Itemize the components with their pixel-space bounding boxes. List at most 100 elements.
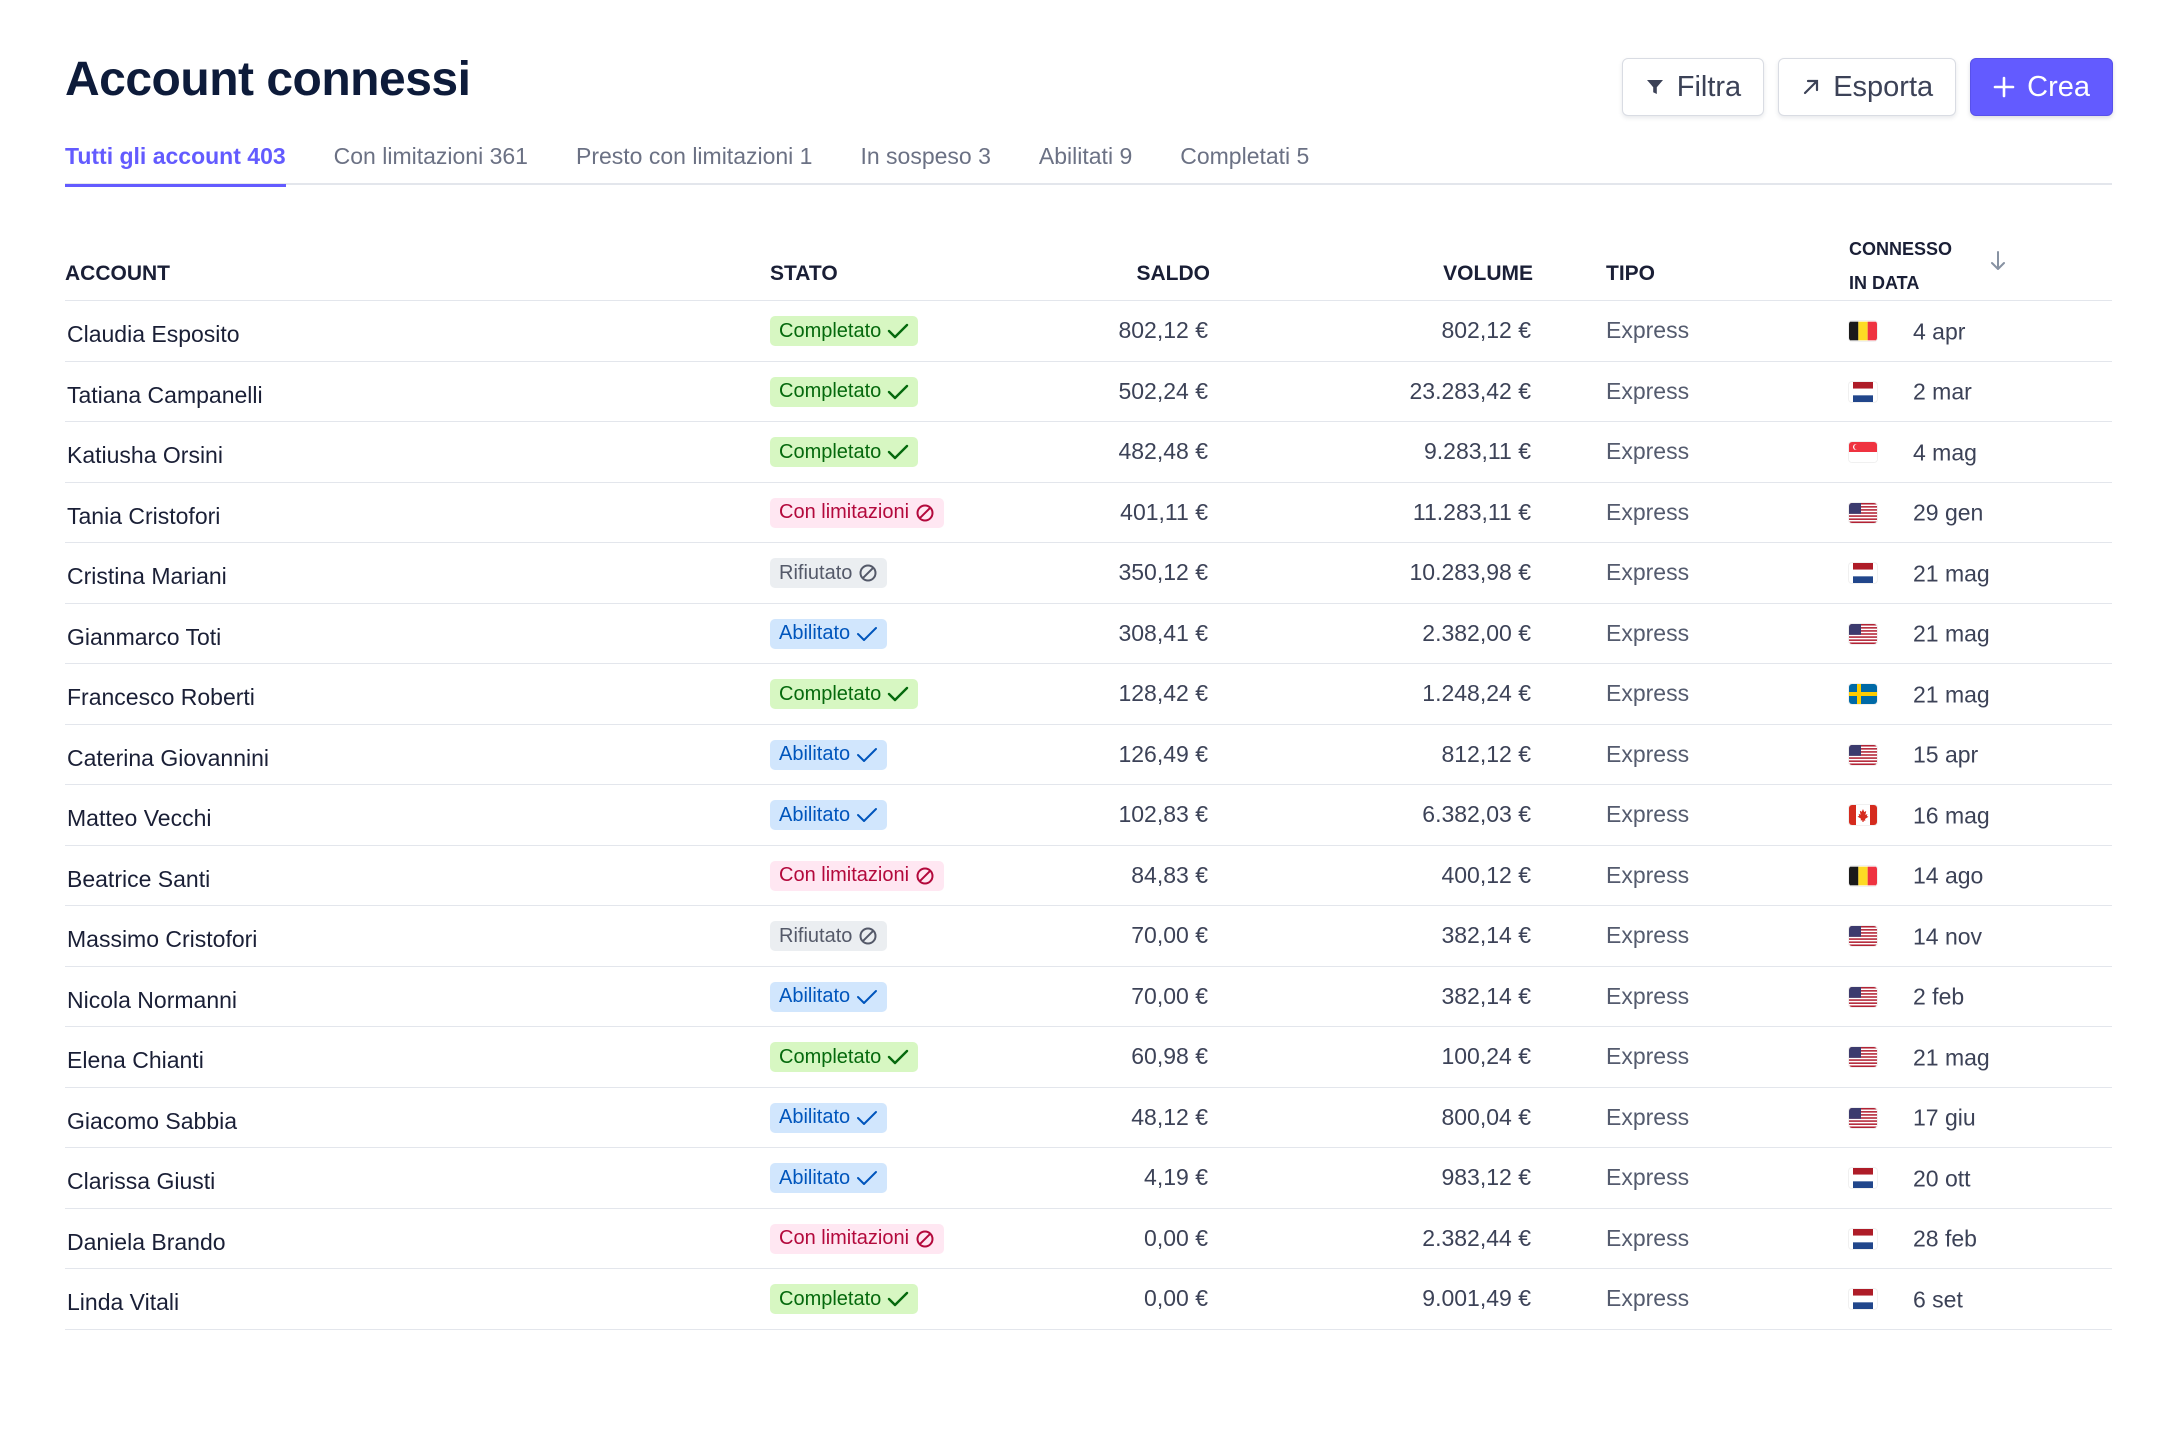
column-header-tipo[interactable]: TIPO: [1533, 230, 1818, 301]
tab-3[interactable]: In sospeso 3: [860, 143, 991, 169]
account-name[interactable]: Francesco Roberti: [65, 663, 770, 725]
status-cell: Abilitato: [770, 603, 945, 664]
blocked-icon: [915, 1229, 935, 1249]
tipo-cell: Express: [1533, 663, 1818, 725]
table-row[interactable]: Linda Vitali Completato 0,00 €9.001,49 € Ex…: [65, 1268, 2112, 1330]
export-button[interactable]: Esporta: [1778, 58, 1957, 116]
plus-icon: [1993, 76, 2015, 98]
table-row[interactable]: Massimo Cristofori Rifiutato 70,00 €382,14…: [65, 905, 2112, 967]
table-row[interactable]: Cristina Mariani Rifiutato 350,12 €10.283,…: [65, 542, 2112, 604]
tipo-cell: Express: [1533, 542, 1818, 604]
sort-descending-icon[interactable]: [1988, 249, 2008, 284]
table-row[interactable]: Tatiana Campanelli Completato 502,24 €23.2…: [65, 361, 2112, 422]
accounts-table: ACCOUNT STATO SALDO VOLUME TIPO CONNESSO…: [65, 230, 2112, 1330]
table-row[interactable]: Matteo Vecchi Abilitato 102,83 €6.382,03 €…: [65, 784, 2112, 846]
status-cell: Abilitato: [770, 724, 945, 785]
saldo-cell: 48,12 €: [945, 1087, 1210, 1148]
account-name[interactable]: Daniela Brando: [65, 1208, 770, 1269]
status-badge: Abilitato: [770, 800, 888, 830]
account-name[interactable]: Gianmarco Toti: [65, 603, 770, 664]
status-cell: Completato: [770, 663, 945, 725]
status-cell: Abilitato: [770, 1087, 945, 1148]
table-row[interactable]: Caterina Giovannini Abilitato 126,49 €812,…: [65, 724, 2112, 785]
table-row[interactable]: Clarissa Giusti Abilitato 4,19 €983,12 € Ex…: [65, 1147, 2112, 1209]
table-row[interactable]: Claudia Esposito Completato 802,12 €802,12…: [65, 300, 2112, 362]
account-name[interactable]: Beatrice Santi: [65, 845, 770, 906]
saldo-cell: 350,12 €: [945, 542, 1210, 604]
volume-cell: 2.382,44 €: [1210, 1208, 1533, 1269]
account-name[interactable]: Claudia Esposito: [65, 300, 770, 362]
table-row[interactable]: Daniela Brando Con limitazioni 0,00 €2.382…: [65, 1208, 2112, 1269]
blocked-icon: [858, 926, 878, 946]
account-name[interactable]: Clarissa Giusti: [65, 1147, 770, 1209]
volume-cell: 800,04 €: [1210, 1087, 1533, 1148]
table-row[interactable]: Tania Cristofori Con limitazioni 401,11 €1…: [65, 482, 2112, 543]
tab-0[interactable]: Tutti gli account 403: [65, 138, 286, 187]
volume-cell: 382,14 €: [1210, 905, 1533, 967]
table-row[interactable]: Elena Chianti Completato 60,98 €100,24 € Ex…: [65, 1026, 2112, 1088]
tab-4[interactable]: Abilitati 9: [1038, 143, 1133, 169]
table-row[interactable]: Gianmarco Toti Abilitato 308,41 €2.382,00 …: [65, 603, 2112, 664]
volume-cell: 1.248,24 €: [1210, 663, 1533, 725]
saldo-cell: 0,00 €: [945, 1208, 1210, 1269]
status-cell: Abilitato: [770, 784, 945, 846]
connected-cell: 21 mag: [1818, 1026, 2112, 1088]
account-name[interactable]: Cristina Mariani: [65, 542, 770, 604]
column-header-saldo[interactable]: SALDO: [945, 230, 1210, 301]
status-label: Con limitazioni: [779, 501, 910, 523]
page-title: Account connessi: [65, 53, 471, 106]
connected-date: 28 feb: [1913, 1225, 1977, 1252]
tab-5[interactable]: Completati 5: [1180, 143, 1310, 169]
sweden-flag-icon: [1849, 684, 1877, 705]
volume-cell: 10.283,98 €: [1210, 542, 1533, 604]
saldo-cell: 126,49 €: [945, 724, 1210, 785]
tipo-cell: Express: [1533, 421, 1818, 483]
tab-1[interactable]: Con limitazioni 361: [333, 143, 528, 169]
connected-date: 16 mag: [1913, 801, 1990, 828]
tab-2[interactable]: Presto con limitazioni 1: [575, 143, 813, 169]
saldo-cell: 502,24 €: [945, 361, 1210, 422]
account-name[interactable]: Massimo Cristofori: [65, 905, 770, 967]
status-badge: Completato: [770, 376, 919, 407]
status-label: Abilitato: [779, 743, 851, 765]
table-row[interactable]: Giacomo Sabbia Abilitato 48,12 €800,04 € Ex…: [65, 1087, 2112, 1148]
column-header-volume[interactable]: VOLUME: [1210, 230, 1533, 301]
account-name[interactable]: Caterina Giovannini: [65, 724, 770, 785]
blocked-icon: [858, 563, 878, 583]
status-label: Completato: [779, 1287, 882, 1310]
netherlands-flag-icon: [1849, 563, 1877, 584]
status-badge: Con limitazioni: [770, 860, 945, 891]
connected-cell: 15 apr: [1818, 724, 2112, 785]
saldo-cell: 0,00 €: [945, 1268, 1210, 1330]
account-name[interactable]: Nicola Normanni: [65, 966, 770, 1027]
status-cell: Con limitazioni: [770, 1208, 945, 1269]
check-icon: [856, 1169, 878, 1187]
check-icon: [887, 685, 909, 703]
account-name[interactable]: Giacomo Sabbia: [65, 1087, 770, 1148]
connected-cell: 29 gen: [1818, 482, 2112, 543]
create-button[interactable]: Crea: [1970, 58, 2113, 116]
table-row[interactable]: Francesco Roberti Completato 128,42 €1.248…: [65, 663, 2112, 725]
canada-flag-icon: [1849, 805, 1877, 826]
account-name[interactable]: Elena Chianti: [65, 1026, 770, 1088]
account-name[interactable]: Katiusha Orsini: [65, 421, 770, 483]
account-name[interactable]: Linda Vitali: [65, 1268, 770, 1330]
account-name[interactable]: Tania Cristofori: [65, 482, 770, 543]
table-row[interactable]: Katiusha Orsini Completato 482,48 €9.283,1…: [65, 421, 2112, 483]
table-row[interactable]: Beatrice Santi Con limitazioni 84,83 €400,…: [65, 845, 2112, 906]
account-name[interactable]: Matteo Vecchi: [65, 784, 770, 846]
connected-cell: 14 ago: [1818, 845, 2112, 906]
status-cell: Con limitazioni: [770, 482, 945, 543]
volume-cell: 400,12 €: [1210, 845, 1533, 906]
connected-date: 14 nov: [1913, 922, 1983, 949]
table-row[interactable]: Nicola Normanni Abilitato 70,00 €382,14 € E…: [65, 966, 2112, 1027]
column-header-account[interactable]: ACCOUNT: [65, 230, 770, 301]
filter-button[interactable]: Filtra: [1621, 58, 1765, 116]
column-header-connesso[interactable]: CONNESSO IN DATA: [1818, 230, 2112, 301]
account-name[interactable]: Tatiana Campanelli: [65, 361, 770, 422]
filter-icon: [1645, 77, 1665, 97]
check-icon: [856, 988, 878, 1006]
arrow-up-right-icon: [1801, 77, 1821, 97]
status-badge: Con limitazioni: [770, 1223, 945, 1254]
column-header-stato[interactable]: STATO: [770, 230, 945, 301]
